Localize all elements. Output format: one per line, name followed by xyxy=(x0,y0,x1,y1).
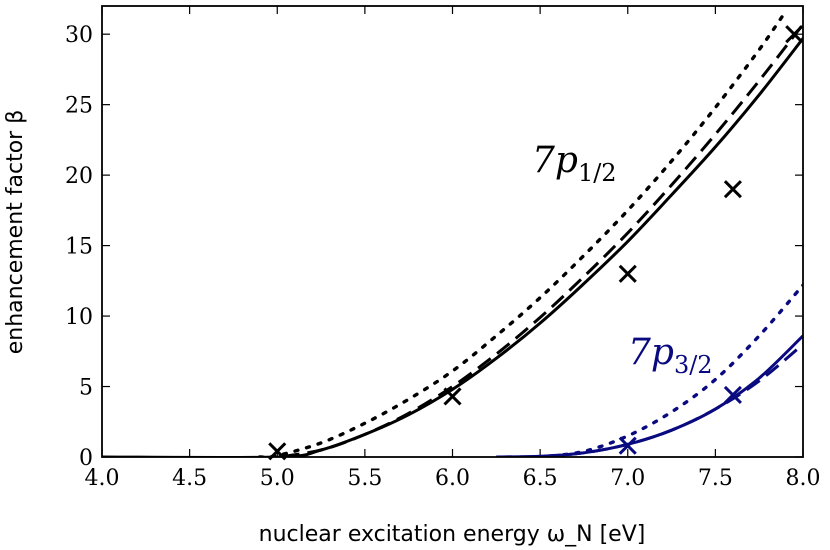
x-tick-label: 6.0 xyxy=(435,466,470,491)
series-line xyxy=(259,23,803,457)
x-tick-label: 6.5 xyxy=(523,466,558,491)
x-marker xyxy=(618,436,637,455)
tick-labels: 4.0 4.5 5.0 5.5 6.0 6.5 7.0 7.5 8.0 0 5 10 15 20 25 30 xyxy=(65,23,821,491)
series-line xyxy=(496,343,803,457)
x-tick-label: 4.0 xyxy=(85,466,120,491)
y-tick-label: 10 xyxy=(65,305,93,330)
x-marker xyxy=(723,385,742,405)
y-tick-label: 15 xyxy=(65,235,93,260)
x-marker xyxy=(618,264,637,283)
p12-label: 7p1/2 xyxy=(532,140,617,187)
x-tick-label: 5.5 xyxy=(347,466,382,491)
x-marker xyxy=(785,25,804,44)
plot-frame xyxy=(101,5,804,458)
y-tick-label: 0 xyxy=(79,446,93,471)
x-marker xyxy=(723,180,742,199)
y-tick-label: 5 xyxy=(79,376,93,401)
series-lines xyxy=(102,9,803,457)
y-axis-title: enhancement factor β xyxy=(3,110,28,355)
y-tick-label: 25 xyxy=(65,94,93,119)
series-line xyxy=(258,9,788,457)
x-tick-label: 4.5 xyxy=(172,466,207,491)
p32-label: 7p3/2 xyxy=(628,332,713,379)
y-tick-label: 30 xyxy=(65,23,93,48)
x-tick-label: 7.0 xyxy=(610,466,645,491)
x-marker xyxy=(443,387,462,406)
x-tick-label: 7.5 xyxy=(698,466,733,491)
x-axis-title: nuclear excitation energy ω_N [eV] xyxy=(259,522,646,547)
x-tick-label: 5.0 xyxy=(260,466,295,491)
x-tick-label: 8.0 xyxy=(786,466,821,491)
data-markers xyxy=(268,25,804,461)
y-tick-label: 20 xyxy=(65,164,93,189)
